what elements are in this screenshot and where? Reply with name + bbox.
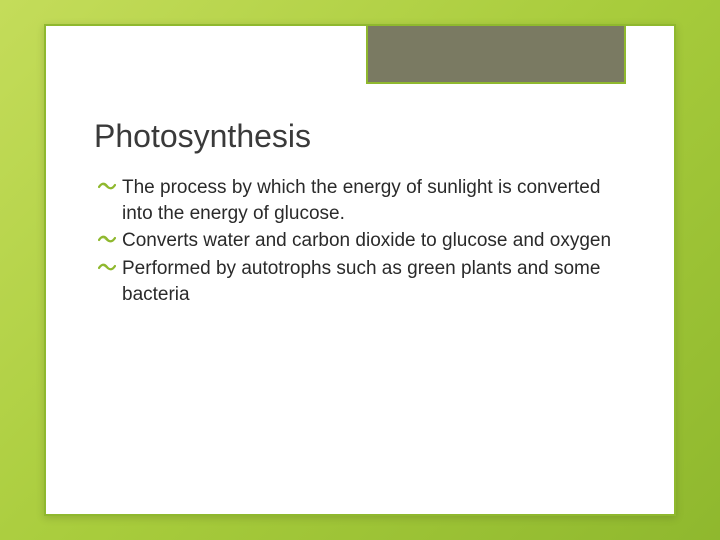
bullet-text: The process by which the energy of sunli… (122, 177, 600, 224)
bullet-text: Performed by autotrophs such as green pl… (122, 258, 600, 305)
bullet-item: Performed by autotrophs such as green pl… (108, 256, 626, 307)
slide-card: Photosynthesis The process by which the … (44, 24, 676, 516)
bullet-list: The process by which the energy of sunli… (94, 175, 626, 307)
slide-title: Photosynthesis (94, 118, 626, 155)
bullet-icon (98, 179, 116, 193)
bullet-text: Converts water and carbon dioxide to glu… (122, 230, 611, 251)
bullet-item: Converts water and carbon dioxide to glu… (108, 228, 626, 254)
bullet-icon (98, 260, 116, 274)
decorative-title-box (366, 24, 626, 84)
bullet-item: The process by which the energy of sunli… (108, 175, 626, 226)
bullet-icon (98, 232, 116, 246)
